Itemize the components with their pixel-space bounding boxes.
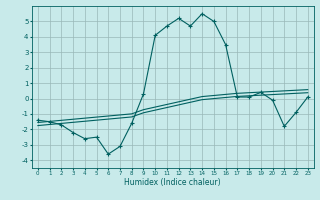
X-axis label: Humidex (Indice chaleur): Humidex (Indice chaleur) — [124, 178, 221, 187]
